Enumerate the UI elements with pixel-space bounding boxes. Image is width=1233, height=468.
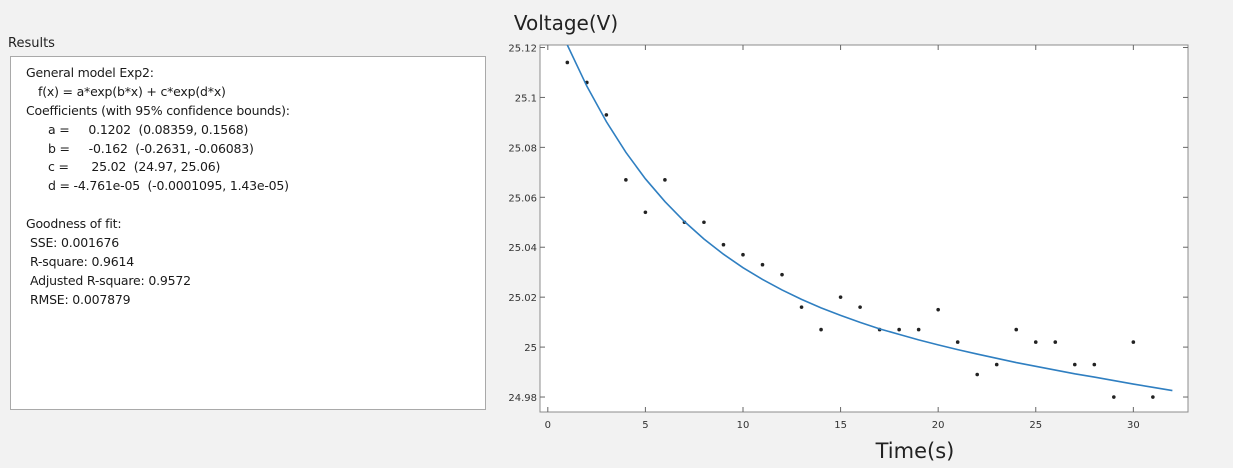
y-tick-label: 25.1: [515, 93, 537, 104]
data-point: [1112, 395, 1116, 399]
y-axis-title: Voltage(V): [514, 11, 618, 35]
y-tick-label: 25.12: [508, 43, 537, 54]
data-point: [995, 363, 999, 367]
y-tick-label: 24.98: [508, 393, 537, 404]
data-point: [644, 210, 648, 214]
y-tick-label: 25: [524, 343, 537, 354]
data-point: [1073, 363, 1077, 367]
data-point: [897, 328, 901, 332]
data-point: [1053, 340, 1057, 344]
x-tick-label: 10: [737, 420, 750, 431]
y-tick-label: 25.06: [508, 193, 537, 204]
data-point: [1151, 395, 1155, 399]
chart: Voltage(V) Time(s) 24.98 25 25.02 25.04 25.0…: [0, 0, 1233, 468]
data-point: [819, 328, 823, 332]
data-point: [1014, 328, 1018, 332]
x-tick-label: 0: [545, 420, 551, 431]
data-point: [780, 273, 784, 277]
page: {"results": {"title": "Results", "lines"…: [0, 0, 1233, 468]
y-tick-label: 25.02: [508, 293, 537, 304]
x-tick-label: 25: [1029, 420, 1042, 431]
data-point: [663, 178, 667, 182]
data-point: [800, 305, 804, 309]
y-tick-label: 25.08: [508, 143, 537, 154]
data-point: [936, 308, 940, 312]
data-point: [566, 61, 570, 65]
data-point: [839, 295, 843, 299]
x-tick-label: 20: [932, 420, 945, 431]
data-point: [917, 328, 921, 332]
data-point: [1132, 340, 1136, 344]
data-point: [975, 373, 979, 377]
data-point: [722, 243, 726, 247]
data-point: [761, 263, 765, 267]
data-point: [605, 113, 609, 117]
y-tick-label: 25.04: [508, 243, 537, 254]
data-point: [1093, 363, 1097, 367]
x-axis-title: Time(s): [875, 439, 955, 463]
x-tick-label: 5: [642, 420, 648, 431]
plot-area: [540, 45, 1188, 412]
data-point: [702, 220, 706, 224]
data-point: [1034, 340, 1038, 344]
data-point: [624, 178, 628, 182]
data-point: [956, 340, 960, 344]
data-point: [741, 253, 745, 257]
data-point: [858, 305, 862, 309]
x-tick-label: 30: [1127, 420, 1140, 431]
x-tick-label: 15: [834, 420, 847, 431]
